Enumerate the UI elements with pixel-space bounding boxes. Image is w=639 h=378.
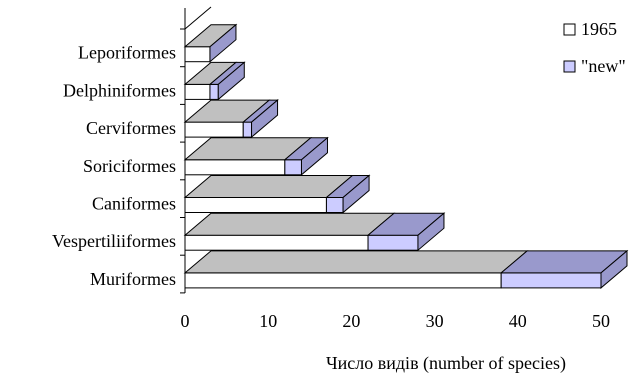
bar-group-leporiformes — [183, 23, 238, 63]
x-tick-label: 0 — [181, 311, 190, 331]
bar-1965-cerviformes — [184, 121, 244, 138]
bar-group-caniformes — [183, 174, 371, 214]
bar-1965-muriformes — [184, 272, 502, 289]
x-tick-label: 40 — [509, 311, 527, 331]
category-label: Muriformes — [90, 269, 176, 289]
bar-top-1965-vespertiliiformes — [183, 212, 396, 236]
bar-new-delphiniformes — [209, 83, 219, 100]
x-axis-title: Число видів (number of species) — [326, 353, 566, 374]
category-label: Caniformes — [92, 194, 176, 214]
bar-side-soriciformes — [300, 136, 328, 176]
legend-swatch-new — [563, 60, 576, 73]
bar-group-vespertiliiformes — [183, 212, 446, 252]
y-axis-depth-line — [184, 6, 212, 30]
bars-layer — [183, 23, 629, 289]
category-label: Leporiformes — [78, 43, 176, 63]
bar-group-soriciformes — [183, 136, 329, 176]
x-tick-label: 10 — [259, 311, 277, 331]
category-label: Vespertiliiformes — [52, 231, 176, 251]
bar-1965-soriciformes — [184, 159, 286, 176]
bar-new-cerviformes — [242, 121, 253, 138]
category-label: Soriciformes — [83, 156, 176, 176]
bar-side-vespertiliiformes — [417, 212, 445, 252]
legend-label-new: "new" — [581, 56, 626, 76]
bar-1965-caniformes — [184, 197, 327, 213]
bar-top-1965-caniformes — [183, 175, 354, 198]
bar-side-caniformes — [342, 174, 370, 214]
bar-new-vespertiliiformes — [367, 234, 419, 251]
x-tick-label: 30 — [426, 311, 444, 331]
bar-new-soriciformes — [284, 159, 302, 176]
x-tick-label: 50 — [592, 311, 610, 331]
bar-group-delphiniformes — [183, 61, 246, 101]
legend-label-1965: 1965 — [581, 19, 617, 39]
bar-group-cerviformes — [183, 99, 279, 139]
category-label: Delphiniformes — [63, 80, 176, 100]
category-label: Cerviformes — [86, 118, 176, 138]
bar-side-cerviformes — [251, 99, 279, 139]
bar-side-delphiniformes — [217, 61, 245, 101]
bar-group-muriformes — [183, 249, 629, 289]
x-tick-label: 20 — [342, 311, 360, 331]
bar-new-muriformes — [500, 272, 602, 289]
bar-side-leporiformes — [209, 23, 237, 63]
legend: 1965 "new" — [563, 19, 626, 76]
bar-side-muriformes — [600, 249, 628, 289]
axes-layer: Leporiformes Delphiniformes Cerviformes Sor… — [52, 6, 610, 331]
bar-1965-leporiformes — [184, 46, 211, 63]
legend-swatch-1965 — [563, 23, 576, 36]
bar-1965-vespertiliiformes — [184, 234, 369, 251]
bar-1965-delphiniformes — [184, 83, 211, 100]
bar-top-1965-muriformes — [183, 250, 529, 274]
bar-new-caniformes — [325, 197, 344, 213]
